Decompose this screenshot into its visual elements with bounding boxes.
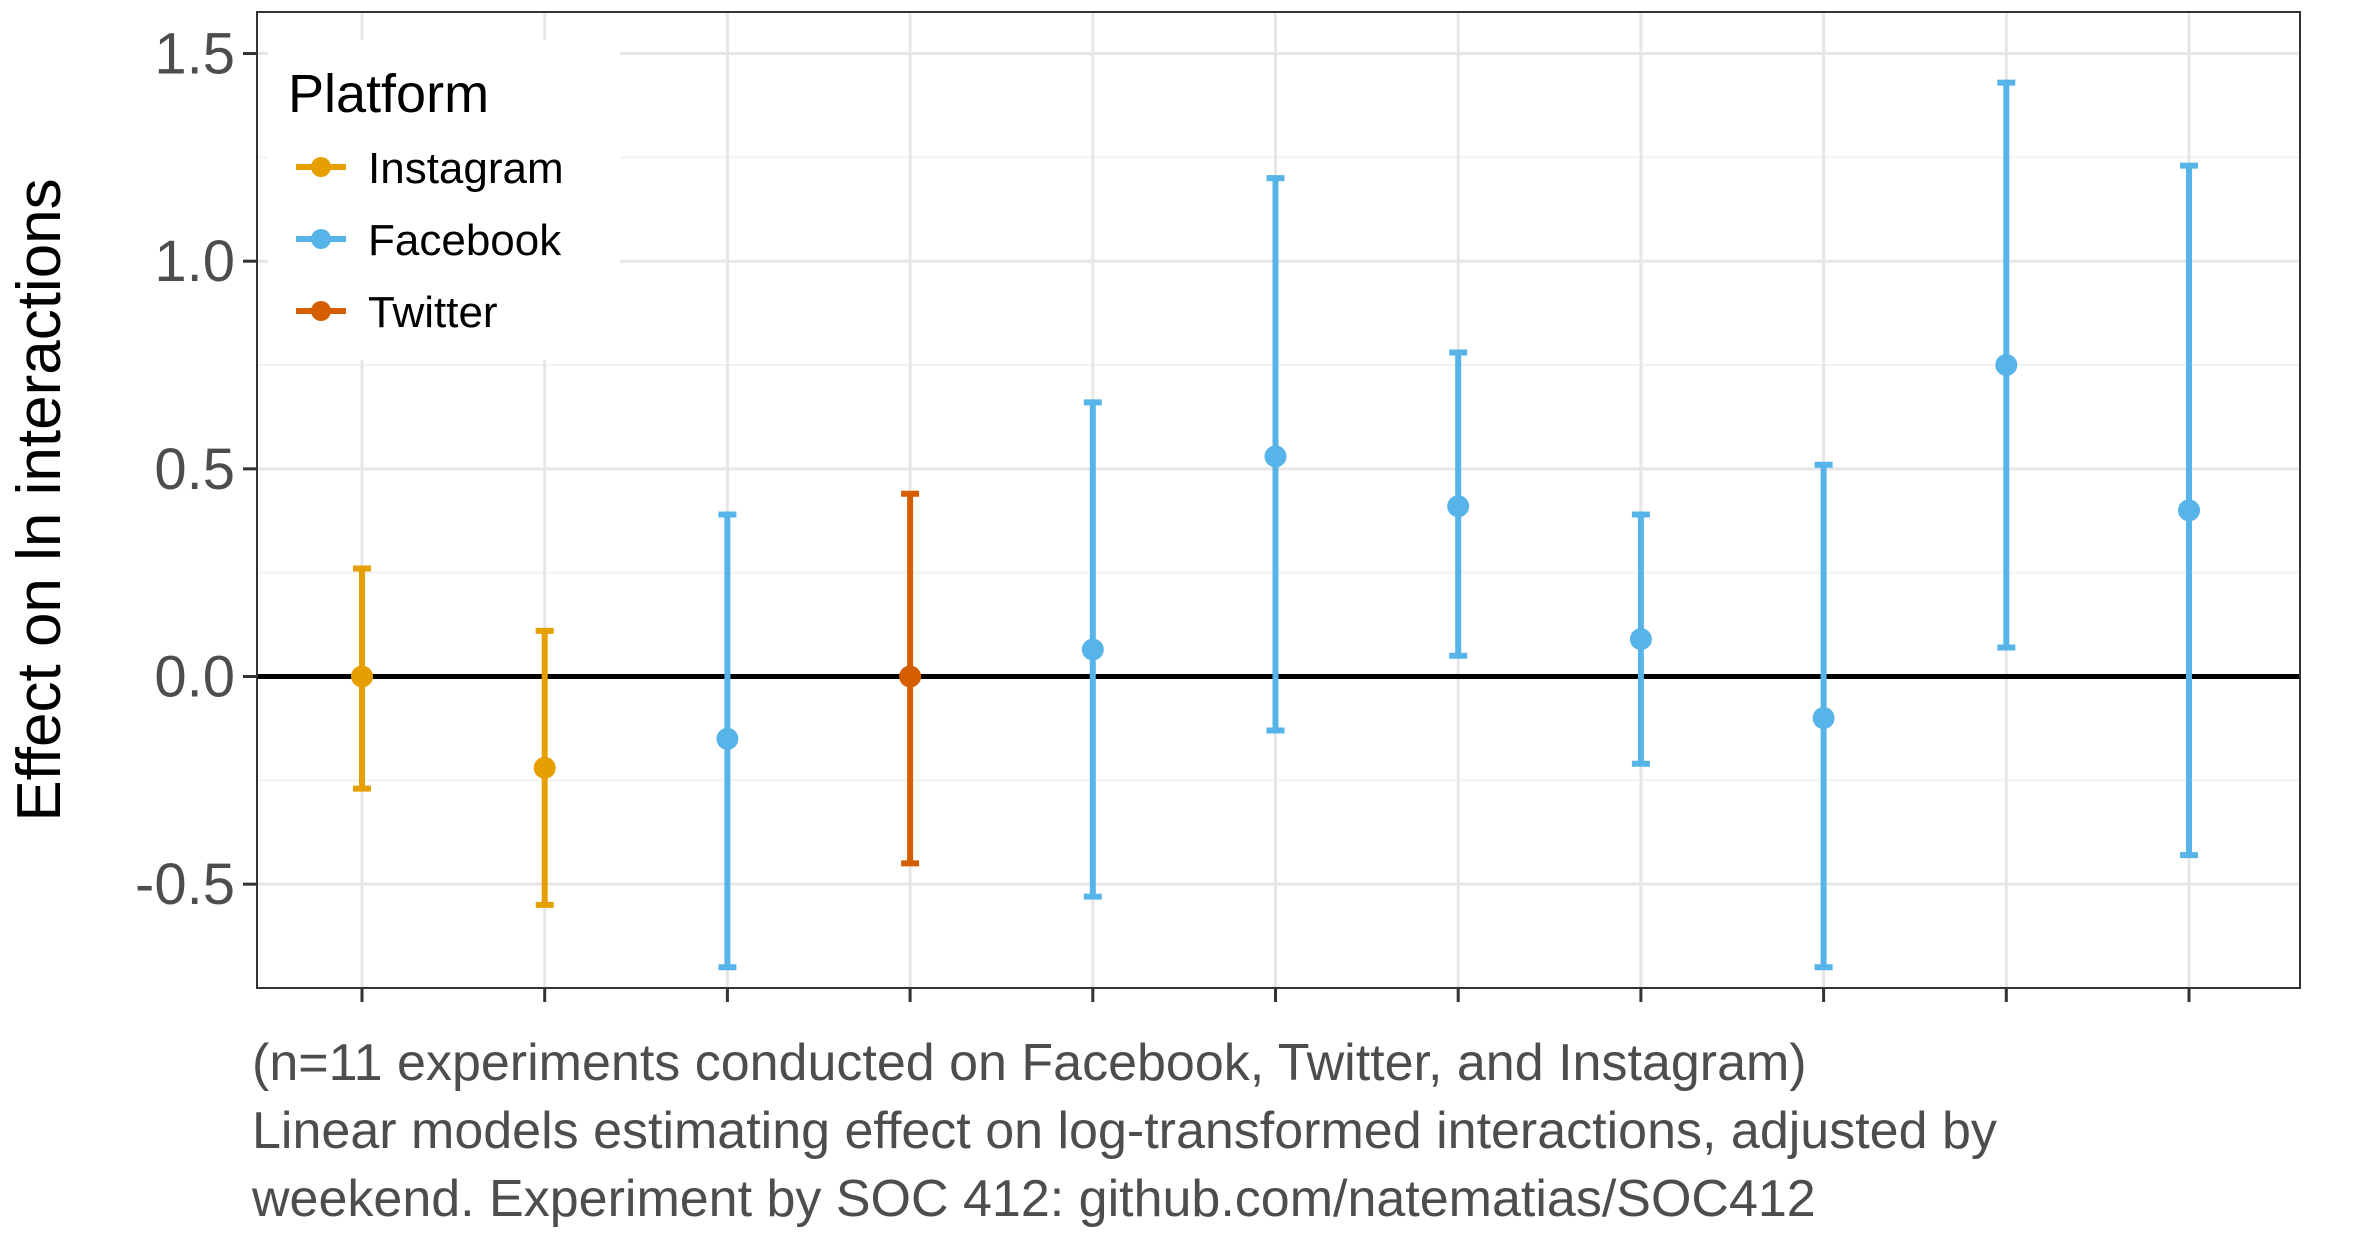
point-8 <box>1629 628 1652 651</box>
legend-key-point-twitter <box>311 301 331 321</box>
y-tick-label: -0.5 <box>135 852 235 917</box>
point-10 <box>1995 354 2018 377</box>
point-3 <box>716 727 739 750</box>
caption-line-2: Linear models estimating effect on log-t… <box>252 1102 1997 1160</box>
y-tick-label: 0.5 <box>154 437 235 502</box>
point-4 <box>899 665 922 688</box>
point-9 <box>1812 707 1835 730</box>
legend-key-point-instagram <box>311 157 331 177</box>
legend-key-point-facebook <box>311 229 331 249</box>
point-11 <box>2178 499 2200 522</box>
axes: 1.5 1.0 0.5 0.0 -0.5 <box>135 11 2301 1002</box>
legend-label-twitter: Twitter <box>368 288 498 337</box>
legend-label-facebook: Facebook <box>368 216 562 265</box>
point-2 <box>533 756 556 779</box>
caption-line-3: weekend. Experiment by SOC 412: github.c… <box>251 1170 1816 1228</box>
legend-title: Platform <box>288 64 489 124</box>
legend-label-instagram: Instagram <box>368 144 564 193</box>
point-5 <box>1081 638 1104 661</box>
y-tick-label: 0.0 <box>154 645 235 710</box>
panel-border <box>256 11 2301 989</box>
caption-line-1: (n=11 experiments conducted on Facebook,… <box>252 1034 1807 1092</box>
legend: Platform Instagram Facebook Twitter <box>268 40 620 360</box>
y-tick-label: 1.0 <box>154 229 235 294</box>
data-points <box>351 354 2200 779</box>
y-tick-label: 1.5 <box>154 22 235 87</box>
y-axis-title: Effect on ln interactions <box>5 178 74 821</box>
point-6 <box>1264 445 1287 468</box>
point-7 <box>1447 495 1470 518</box>
point-1 <box>351 665 373 688</box>
